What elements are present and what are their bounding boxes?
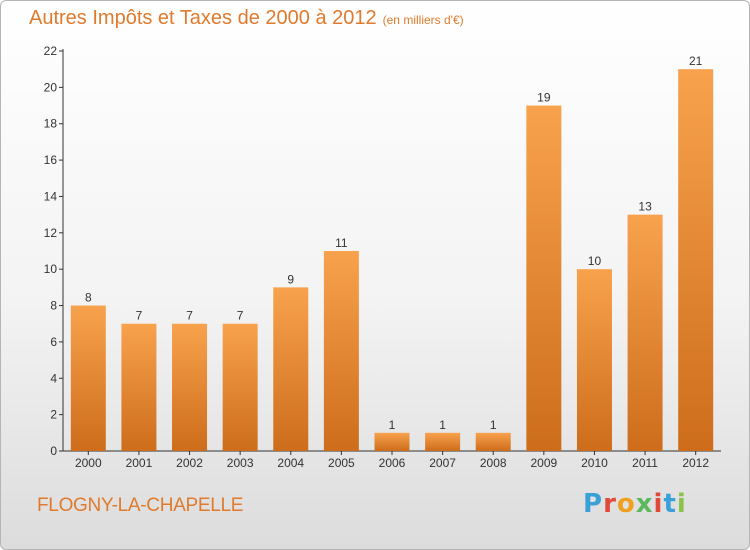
y-tick-label: 2: [50, 408, 57, 422]
x-tick-label: 2006: [379, 456, 406, 470]
data-label: 8: [85, 291, 92, 305]
y-tick-label: 6: [50, 335, 57, 349]
x-tick-label: 2010: [581, 456, 608, 470]
y-tick-label: 22: [44, 44, 58, 58]
data-label: 11: [335, 236, 348, 250]
logo-letter: o: [616, 489, 636, 519]
title-text: Autres Impôts et Taxes de 2000 à 2012: [29, 7, 377, 29]
y-tick-label: 18: [44, 117, 58, 131]
bar: [70, 305, 106, 451]
bar: [172, 323, 208, 451]
logo-letter: r: [603, 489, 617, 519]
x-tick-label: 2001: [126, 456, 153, 470]
data-label: 7: [186, 309, 193, 323]
data-label: 1: [490, 418, 497, 432]
logo-letter: P: [583, 489, 604, 519]
bar: [273, 287, 309, 451]
bars: [70, 69, 714, 451]
bar: [576, 269, 612, 451]
y-tick-label: 4: [50, 371, 57, 385]
bar: [627, 214, 663, 451]
y-tick-label: 20: [44, 80, 58, 94]
bar: [678, 69, 714, 451]
proxiti-logo: Proxiti: [583, 489, 687, 519]
y-tick-label: 10: [44, 262, 58, 276]
bar: [374, 432, 410, 451]
bar: [475, 432, 511, 451]
logo-letter: x: [635, 489, 654, 519]
data-label: 1: [389, 418, 396, 432]
x-tick-label: 2005: [328, 456, 355, 470]
logo-letter: i: [653, 489, 664, 519]
chart-title: Autres Impôts et Taxes de 2000 à 2012 (en…: [29, 7, 464, 30]
data-label: 7: [136, 309, 143, 323]
data-label: 10: [588, 254, 602, 268]
x-tick-label: 2011: [632, 456, 658, 470]
data-label: 21: [689, 54, 703, 68]
bar: [526, 105, 562, 451]
x-tick-label: 2007: [429, 456, 456, 470]
data-label: 13: [638, 200, 652, 214]
data-label: 1: [439, 418, 446, 432]
bar: [425, 432, 461, 451]
title-unit: (en milliers d'€): [382, 13, 464, 27]
x-tick-label: 2002: [176, 456, 203, 470]
data-label: 7: [237, 309, 244, 323]
commune-name: FLOGNY-LA-CHAPELLE: [37, 495, 244, 516]
data-label: 9: [287, 272, 294, 286]
y-tick-label: 12: [44, 226, 58, 240]
bar: [222, 323, 258, 451]
y-tick-label: 14: [44, 189, 58, 203]
x-tick-label: 2003: [227, 456, 254, 470]
x-tick-label: 2009: [530, 456, 557, 470]
x-tick-label: 2000: [75, 456, 102, 470]
x-tick-label: 2012: [682, 456, 709, 470]
logo-letter: t: [663, 489, 677, 519]
logo-letter: i: [676, 489, 687, 519]
x-tick-label: 2008: [480, 456, 507, 470]
y-tick-label: 8: [50, 299, 57, 313]
bar: [121, 323, 157, 451]
bar: [323, 251, 359, 451]
data-label: 19: [537, 91, 551, 105]
y-tick-label: 0: [50, 444, 57, 458]
y-tick-label: 16: [44, 153, 58, 167]
x-tick-label: 2004: [277, 456, 304, 470]
